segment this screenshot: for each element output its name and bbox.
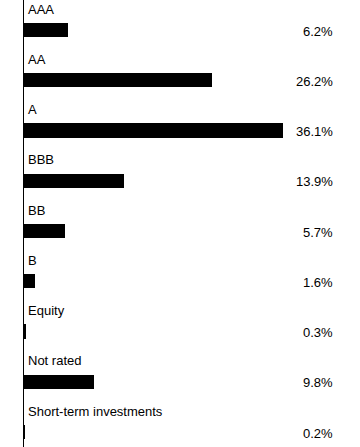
- svg-text:9.8%: 9.8%: [303, 375, 333, 390]
- svg-text:36.1%: 36.1%: [296, 124, 333, 139]
- svg-text:26.2%: 26.2%: [296, 74, 333, 89]
- svg-text:0.3%: 0.3%: [303, 325, 333, 340]
- svg-text:Short-term investments: Short-term investments: [28, 404, 163, 419]
- svg-text:5.7%: 5.7%: [303, 225, 333, 240]
- svg-text:AAA: AAA: [28, 2, 54, 17]
- svg-text:A: A: [28, 102, 37, 117]
- svg-text:BB: BB: [28, 203, 45, 218]
- svg-text:AA: AA: [28, 52, 46, 67]
- svg-text:B: B: [28, 253, 37, 268]
- svg-text:Equity: Equity: [28, 303, 65, 318]
- svg-text:6.2%: 6.2%: [303, 24, 333, 39]
- svg-text:Not rated: Not rated: [28, 353, 81, 368]
- svg-text:0.2%: 0.2%: [303, 426, 333, 441]
- svg-text:13.9%: 13.9%: [296, 174, 333, 189]
- svg-text:1.6%: 1.6%: [303, 275, 333, 290]
- svg-text:BBB: BBB: [28, 152, 54, 167]
